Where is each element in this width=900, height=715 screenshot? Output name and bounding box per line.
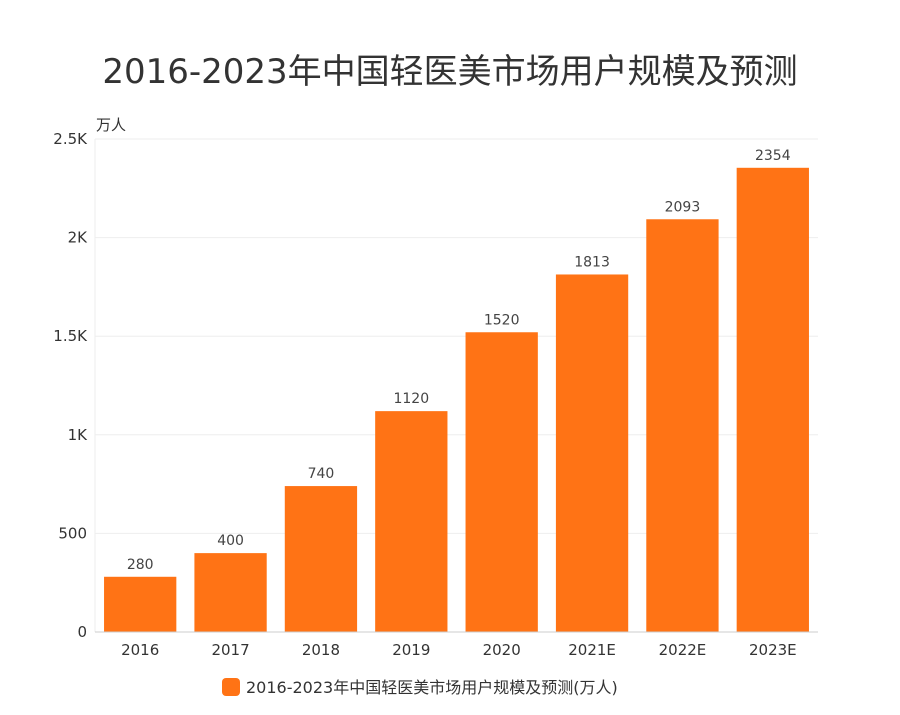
- data-label: 280: [127, 557, 154, 573]
- bar-2023E[interactable]: [736, 167, 809, 632]
- bar-2022E[interactable]: [646, 219, 719, 632]
- x-tick-label: 2017: [211, 641, 249, 659]
- bar-2017[interactable]: [194, 553, 267, 632]
- x-tick-label: 2019: [392, 641, 430, 659]
- bar-2016[interactable]: [104, 576, 177, 632]
- bar-2021E[interactable]: [555, 274, 629, 632]
- bar-2020[interactable]: [465, 332, 538, 632]
- x-tick-label: 2022E: [659, 641, 707, 659]
- legend[interactable]: 2016-2023年中国轻医美市场用户规模及预测(万人): [222, 678, 618, 697]
- bar-2019[interactable]: [375, 411, 448, 632]
- data-label: 400: [217, 533, 244, 549]
- y-tick-label: 0: [77, 623, 87, 641]
- data-label: 740: [308, 466, 335, 482]
- y-axis-unit-label: 万人: [96, 116, 126, 134]
- y-tick-label: 500: [58, 524, 87, 542]
- y-tick-label: 1.5K: [53, 327, 88, 345]
- data-label: 1813: [574, 254, 610, 270]
- legend-swatch: [222, 678, 240, 696]
- bar-2018[interactable]: [284, 486, 358, 632]
- y-tick-label: 2.5K: [53, 130, 88, 148]
- data-label: 2093: [665, 199, 701, 215]
- x-tick-label: 2021E: [568, 641, 616, 659]
- y-tick-label: 2K: [68, 229, 89, 247]
- chart-title: 2016-2023年中国轻医美市场用户规模及预测: [102, 52, 797, 92]
- y-tick-label: 1K: [68, 426, 89, 444]
- x-tick-label: 2023E: [749, 641, 797, 659]
- x-tick-label: 2018: [302, 641, 340, 659]
- data-label: 2354: [755, 148, 791, 164]
- data-label: 1520: [484, 312, 520, 328]
- data-label: 1120: [393, 391, 429, 407]
- x-tick-label: 2020: [483, 641, 521, 659]
- x-tick-label: 2016: [121, 641, 159, 659]
- legend-label: 2016-2023年中国轻医美市场用户规模及预测(万人): [246, 678, 618, 697]
